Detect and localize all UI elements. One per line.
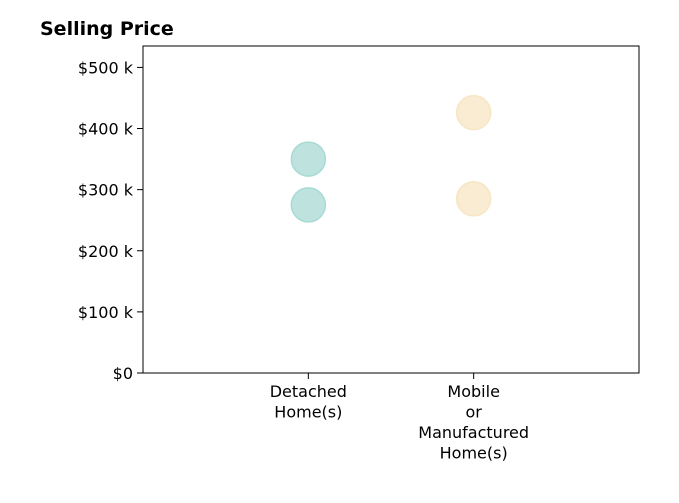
y-axis: $0 $100 k $200 k $300 k $400 k $500 k	[78, 58, 143, 383]
data-point	[455, 94, 492, 131]
plot-frame	[142, 45, 640, 374]
x-axis: Detached Home(s) Mobile or Manufactured Home(…	[270, 373, 529, 463]
x-tick-label-line: Mobile	[447, 382, 499, 401]
data-point	[290, 187, 327, 223]
y-tick-label: $0	[113, 364, 133, 383]
chart-title: Selling Price	[40, 18, 174, 40]
y-tick-label: $200 k	[78, 242, 134, 261]
data-point	[290, 141, 327, 177]
y-tick-label: $400 k	[78, 120, 134, 139]
x-tick-label-line: Home(s)	[274, 403, 342, 422]
x-tick-label-line: or	[465, 403, 482, 422]
plot-marks	[290, 94, 492, 223]
y-tick-label: $300 k	[78, 181, 134, 200]
y-tick-label: $100 k	[78, 303, 134, 322]
x-tick-label-line: Home(s)	[440, 444, 508, 463]
data-point	[455, 181, 492, 217]
x-tick-label-line: Detached	[270, 382, 347, 401]
x-tick-label-line: Manufactured	[418, 423, 529, 442]
y-tick-label: $500 k	[78, 58, 134, 77]
x-tick-label: Mobile or Manufactured Home(s)	[418, 382, 529, 463]
x-tick-label: Detached Home(s)	[270, 382, 347, 422]
